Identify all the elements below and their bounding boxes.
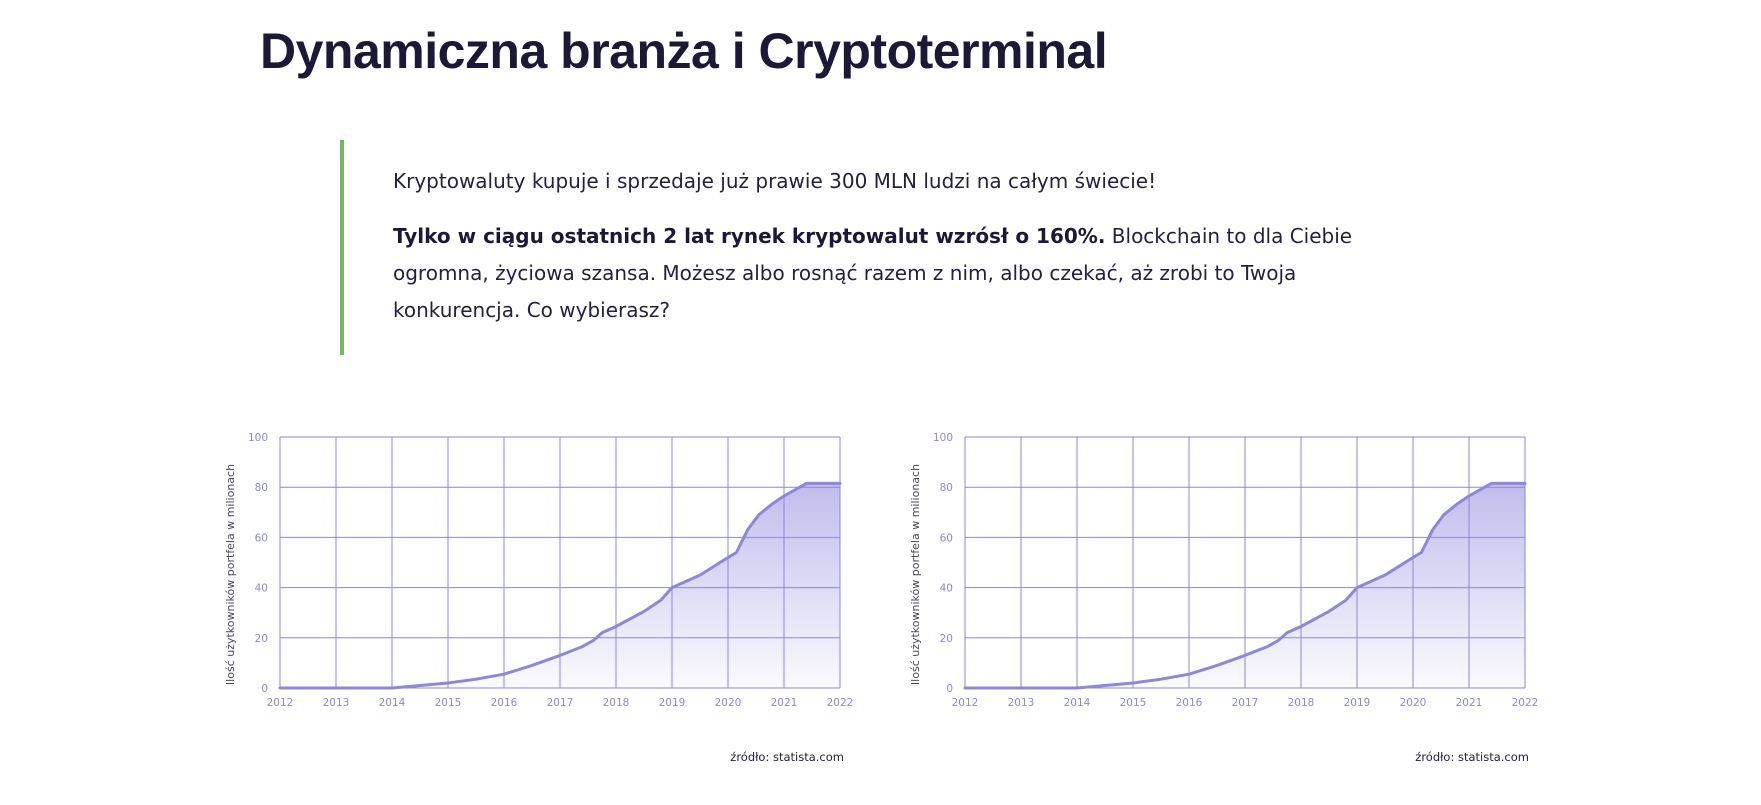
x-tick-label: 2019 [1344, 697, 1371, 709]
x-tick-label: 2015 [1120, 697, 1147, 709]
x-tick-label: 2013 [323, 697, 350, 709]
wallet-users-chart-right: 2012 2013 2014 2015 2016 2017 2018 2019 2020 2021… [905, 410, 1545, 770]
x-tick-label: 2022 [1512, 697, 1539, 709]
x-tick-label: 2019 [659, 697, 686, 709]
y-tick-label: 40 [255, 583, 268, 595]
x-tick-label: 2018 [603, 697, 630, 709]
chart-source: źródło: statista.com [1415, 750, 1529, 764]
quote-paragraph-users: Kryptowaluty kupuje i sprzedaje już praw… [393, 169, 1157, 193]
x-tick-label: 2012 [267, 697, 294, 709]
y-tick-label: 40 [940, 583, 953, 595]
wallet-users-chart-left: 2012 2013 2014 2015 2016 2017 2018 2019 2020 2021… [220, 410, 860, 770]
y-axis-label: Ilość użytkowników portfela w milionach [909, 464, 922, 685]
series-line [278, 481, 842, 690]
y-tick-label: 20 [940, 633, 953, 645]
area-fill [280, 483, 840, 688]
y-tick-label: 0 [261, 683, 268, 695]
x-tick-label: 2015 [435, 697, 462, 709]
x-tick-label: 2016 [491, 697, 518, 709]
x-tick-label: 2020 [1400, 697, 1427, 709]
x-tick-label: 2013 [1008, 697, 1035, 709]
chart-source: źródło: statista.com [730, 750, 844, 764]
series-line [963, 481, 1527, 690]
x-tick-label: 2021 [771, 697, 798, 709]
y-tick-label: 100 [248, 432, 268, 444]
x-tick-label: 2022 [827, 697, 854, 709]
chart-svg: 2012 2013 2014 2015 2016 2017 2018 2019 2020 2021… [224, 432, 854, 764]
quote-growth-text: Blockchain to dla Ciebie ogromna, życiow… [393, 224, 1353, 322]
quote-paragraph-growth: Tylko w ciągu ostatnich 2 lat rynek kryp… [393, 218, 1380, 329]
x-tick-label: 2012 [952, 697, 979, 709]
x-tick-label: 2017 [1232, 697, 1259, 709]
x-tick-label: 2014 [1064, 697, 1091, 709]
highlight-quote: Kryptowaluty kupuje i sprzedaje już praw… [340, 140, 1380, 355]
y-axis-label: Ilość użytkowników portfela w milionach [224, 464, 237, 685]
x-tick-label: 2021 [1456, 697, 1483, 709]
quote-growth-highlight: Tylko w ciągu ostatnich 2 lat rynek kryp… [393, 224, 1106, 248]
y-tick-label: 60 [940, 532, 953, 544]
y-tick-label: 100 [933, 432, 953, 444]
x-tick-label: 2017 [547, 697, 574, 709]
y-tick-label: 20 [255, 633, 268, 645]
x-tick-label: 2018 [1288, 697, 1315, 709]
x-tick-label: 2016 [1176, 697, 1203, 709]
y-tick-label: 0 [946, 683, 953, 695]
page-title: Dynamiczna branża i Cryptoterminal [260, 23, 1108, 79]
x-tick-label: 2020 [715, 697, 742, 709]
x-tick-label: 2014 [379, 697, 406, 709]
chart-svg: 2012 2013 2014 2015 2016 2017 2018 2019 2020 2021… [909, 432, 1539, 764]
y-tick-label: 60 [255, 532, 268, 544]
y-tick-label: 80 [255, 482, 268, 494]
area-fill [965, 483, 1525, 688]
y-tick-label: 80 [940, 482, 953, 494]
